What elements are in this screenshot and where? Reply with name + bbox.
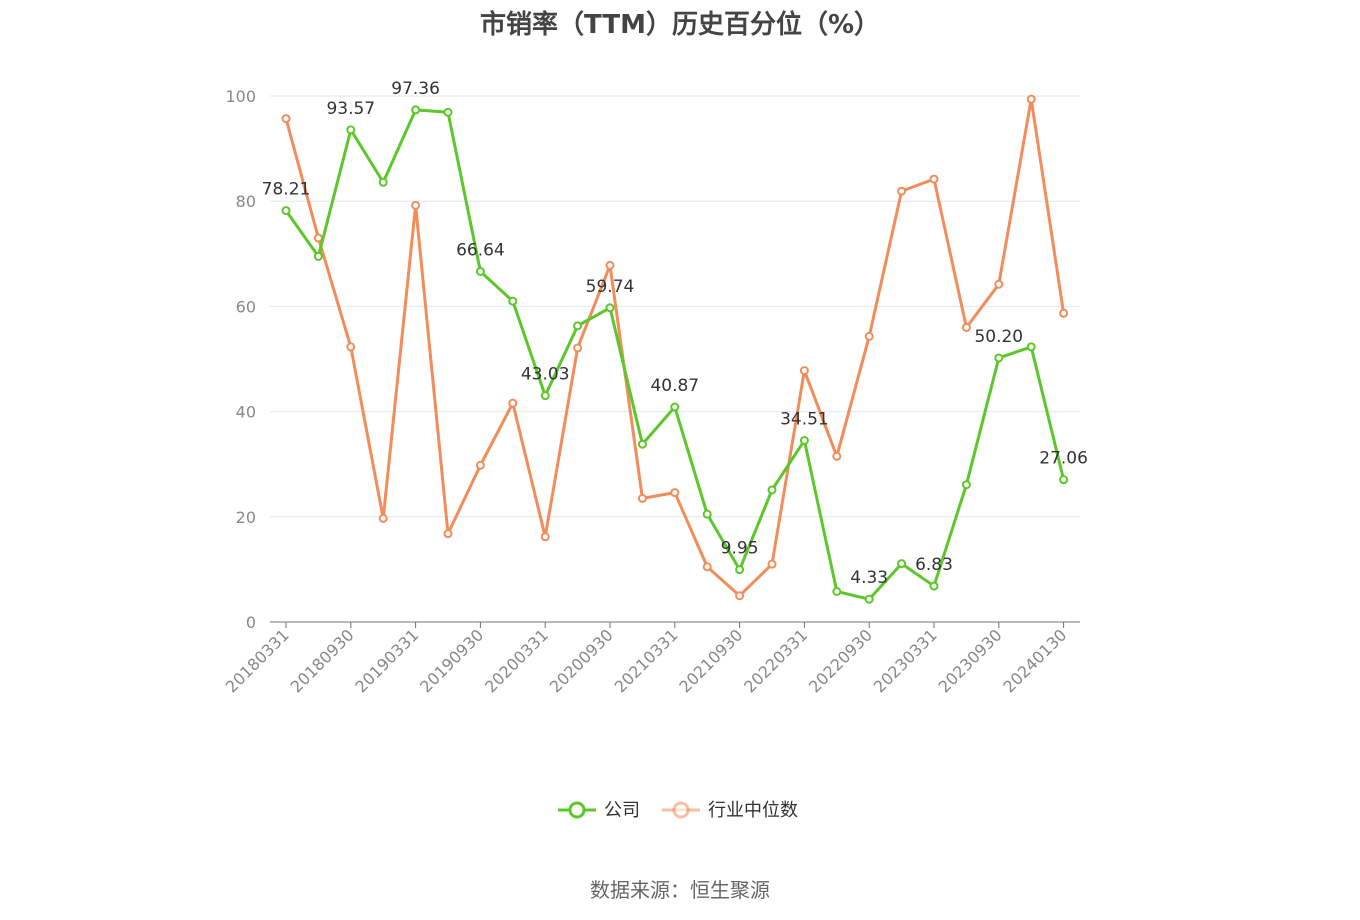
company-data-point[interactable] (411, 105, 421, 115)
legend-circle-icon (568, 801, 586, 819)
company-data-point[interactable] (735, 565, 745, 575)
x-tick-label: 20190331 (351, 625, 422, 696)
company-data-label: 34.51 (780, 409, 829, 429)
company-data-point[interactable] (799, 435, 809, 445)
x-tick-label: 20240130 (999, 625, 1070, 696)
grid-lines (270, 95, 1080, 518)
x-tick-label: 20210930 (675, 625, 746, 696)
data-labels: 78.21 93.57 97.36 66.64 43.03 59.74 40.87 9.95 3… (262, 79, 1088, 588)
x-tick-label: 20180331 (222, 625, 293, 696)
chart-title: 市销率（TTM）历史百分位（%） (480, 10, 880, 40)
industry-data-point[interactable] (346, 342, 356, 352)
industry-data-point[interactable] (961, 322, 971, 332)
industry-data-point[interactable] (929, 174, 939, 184)
industry-data-point[interactable] (994, 279, 1004, 289)
industry-data-point[interactable] (411, 200, 421, 210)
company-data-point[interactable] (540, 391, 550, 401)
industry-data-point[interactable] (735, 591, 745, 601)
company-data-label: 27.06 (1039, 449, 1088, 469)
industry-data-point[interactable] (799, 366, 809, 376)
company-series-line (284, 108, 1066, 601)
industry-data-point[interactable] (475, 460, 485, 470)
company-data-point[interactable] (443, 107, 453, 117)
industry-data-point[interactable] (1026, 94, 1036, 104)
data-source-note: 数据来源：恒生聚源 (590, 878, 770, 902)
company-data-point[interactable] (832, 586, 842, 596)
series-layer (281, 94, 1069, 604)
company-data-label: 9.95 (721, 539, 759, 559)
company-data-point[interactable] (670, 402, 680, 412)
legend-item-industry[interactable]: 行业中位数 (662, 800, 798, 821)
x-tick-label: 20220331 (740, 625, 811, 696)
industry-data-point[interactable] (670, 488, 680, 498)
x-tick-label: 20230331 (870, 625, 941, 696)
company-data-point[interactable] (281, 206, 291, 216)
company-data-label: 66.64 (456, 240, 505, 260)
company-data-point[interactable] (508, 296, 518, 306)
industry-data-point[interactable] (1059, 308, 1069, 318)
industry-data-point[interactable] (573, 343, 583, 353)
y-tick-label: 80 (236, 192, 256, 211)
industry-data-point[interactable] (281, 114, 291, 124)
industry-series-line (284, 97, 1066, 598)
company-data-point[interactable] (961, 480, 971, 490)
company-data-point[interactable] (573, 321, 583, 331)
legend-label: 行业中位数 (708, 800, 798, 821)
industry-data-point[interactable] (605, 260, 615, 270)
x-tick-label: 20180930 (287, 625, 358, 696)
company-data-point[interactable] (897, 559, 907, 569)
company-data-point[interactable] (994, 353, 1004, 363)
y-tick-label: 40 (236, 403, 256, 422)
company-data-label: 93.57 (326, 99, 375, 119)
company-data-point[interactable] (605, 303, 615, 313)
x-tick-label: 20190930 (416, 625, 487, 696)
x-tick-label: 20220930 (805, 625, 876, 696)
company-data-point[interactable] (767, 485, 777, 495)
y-tick-label: 60 (236, 297, 256, 316)
company-data-point[interactable] (475, 266, 485, 276)
industry-data-point[interactable] (702, 562, 712, 572)
company-data-point[interactable] (313, 251, 323, 261)
company-data-point[interactable] (702, 509, 712, 519)
legend-circle-icon (672, 801, 690, 819)
company-data-label: 97.36 (391, 79, 440, 99)
industry-data-point[interactable] (378, 513, 388, 523)
company-data-label: 40.87 (650, 376, 699, 396)
industry-data-point[interactable] (897, 186, 907, 196)
industry-data-point[interactable] (313, 233, 323, 243)
company-data-point[interactable] (346, 125, 356, 135)
industry-data-point[interactable] (443, 529, 453, 539)
company-data-point[interactable] (929, 581, 939, 591)
legend-label: 公司 (604, 800, 640, 821)
x-tick-label: 20200331 (481, 625, 552, 696)
company-data-label: 43.03 (521, 365, 570, 385)
y-tick-label: 20 (236, 508, 256, 527)
y-tick-label: 100 (225, 87, 256, 106)
x-tick-label: 20200930 (546, 625, 617, 696)
company-data-label: 59.74 (586, 277, 635, 297)
legend[interactable]: 公司 行业中位数 (558, 800, 798, 821)
industry-data-point[interactable] (540, 532, 550, 542)
company-data-point[interactable] (637, 439, 647, 449)
industry-data-point[interactable] (767, 559, 777, 569)
company-data-label: 6.83 (915, 555, 953, 575)
company-data-label: 4.33 (850, 568, 888, 588)
x-tick-label: 20210331 (611, 625, 682, 696)
y-tick-label: 0 (246, 613, 256, 632)
industry-data-point[interactable] (637, 493, 647, 503)
industry-data-point[interactable] (832, 451, 842, 461)
industry-data-point[interactable] (864, 331, 874, 341)
company-data-label: 78.21 (262, 180, 311, 200)
legend-item-company[interactable]: 公司 (558, 800, 640, 821)
company-data-label: 50.20 (974, 327, 1023, 347)
company-data-point[interactable] (864, 594, 874, 604)
company-data-point[interactable] (1026, 342, 1036, 352)
company-data-point[interactable] (1059, 475, 1069, 485)
company-data-point[interactable] (378, 177, 388, 187)
x-tick-label: 20230930 (935, 625, 1006, 696)
industry-data-point[interactable] (508, 398, 518, 408)
